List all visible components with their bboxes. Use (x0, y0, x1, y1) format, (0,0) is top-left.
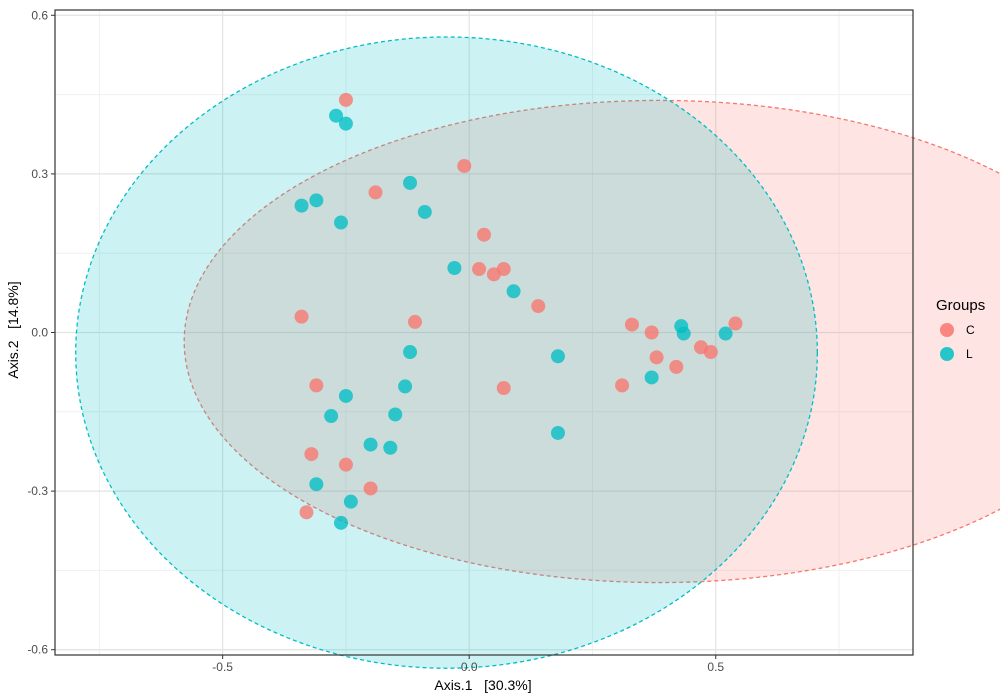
gridlines (55, 10, 913, 655)
point-C (649, 350, 664, 365)
point-L (398, 379, 413, 394)
point-C (496, 381, 511, 396)
point-L (403, 345, 418, 360)
point-L (338, 388, 353, 403)
point-C (496, 262, 511, 277)
x-tick-label: 0.0 (461, 660, 478, 674)
point-L (447, 261, 462, 275)
point-C (338, 92, 353, 107)
point-L (309, 477, 324, 492)
y-tick-label: -0.6 (27, 643, 48, 657)
point-C (615, 378, 630, 393)
ellipse-C (183, 99, 1000, 584)
point-L (334, 515, 348, 530)
legend: Groups CL (936, 297, 985, 361)
legend-label-C: C (966, 323, 975, 337)
point-C (407, 314, 422, 329)
point-L (676, 326, 691, 341)
point-L (417, 204, 432, 219)
point-C (669, 359, 684, 374)
point-C (368, 185, 383, 200)
point-L (506, 284, 521, 299)
point-L (383, 440, 398, 455)
legend-title: Groups (936, 297, 985, 314)
ellipse-L (75, 36, 818, 669)
point-C (472, 262, 487, 277)
point-L (718, 326, 733, 341)
point-L (403, 175, 418, 190)
y-tick-label: 0.0 (31, 326, 48, 340)
point-L (324, 409, 339, 424)
point-C (531, 299, 546, 314)
data-points (294, 92, 743, 530)
confidence-ellipses (75, 36, 1000, 669)
point-C (457, 158, 472, 173)
point-C (294, 309, 309, 324)
point-C (299, 505, 314, 520)
point-C (309, 378, 324, 393)
point-C (728, 316, 743, 331)
point-C (703, 345, 718, 360)
y-tick-label: 0.6 (31, 8, 48, 22)
point-L (644, 370, 659, 385)
legend-key-L (940, 347, 954, 361)
x-axis-ticks: -0.5 0.0 0.5 (212, 655, 724, 674)
point-L (550, 349, 565, 364)
point-C (304, 447, 319, 462)
point-L (363, 437, 378, 452)
legend-label-L: L (966, 347, 973, 361)
point-C (644, 325, 659, 340)
point-L (329, 108, 344, 123)
legend-key-C (940, 323, 954, 337)
point-L (334, 215, 348, 230)
point-L (550, 425, 565, 440)
point-C (624, 317, 639, 332)
x-tick-label: -0.5 (212, 660, 233, 674)
point-L (294, 198, 309, 213)
point-L (309, 193, 324, 208)
point-L (338, 116, 353, 131)
point-C (363, 481, 378, 496)
y-axis-ticks: 0.6 0.3 0.0 -0.3 -0.6 (27, 8, 55, 657)
y-axis-title: Axis.2 [14.8%] (5, 281, 21, 378)
point-L (388, 407, 403, 422)
x-tick-label: 0.5 (707, 660, 724, 674)
y-tick-label: -0.3 (27, 484, 48, 498)
point-C (477, 227, 491, 242)
point-C (338, 457, 353, 472)
y-tick-label: 0.3 (31, 167, 48, 181)
x-axis-title: Axis.1 [30.3%] (434, 677, 531, 693)
point-L (343, 494, 358, 509)
